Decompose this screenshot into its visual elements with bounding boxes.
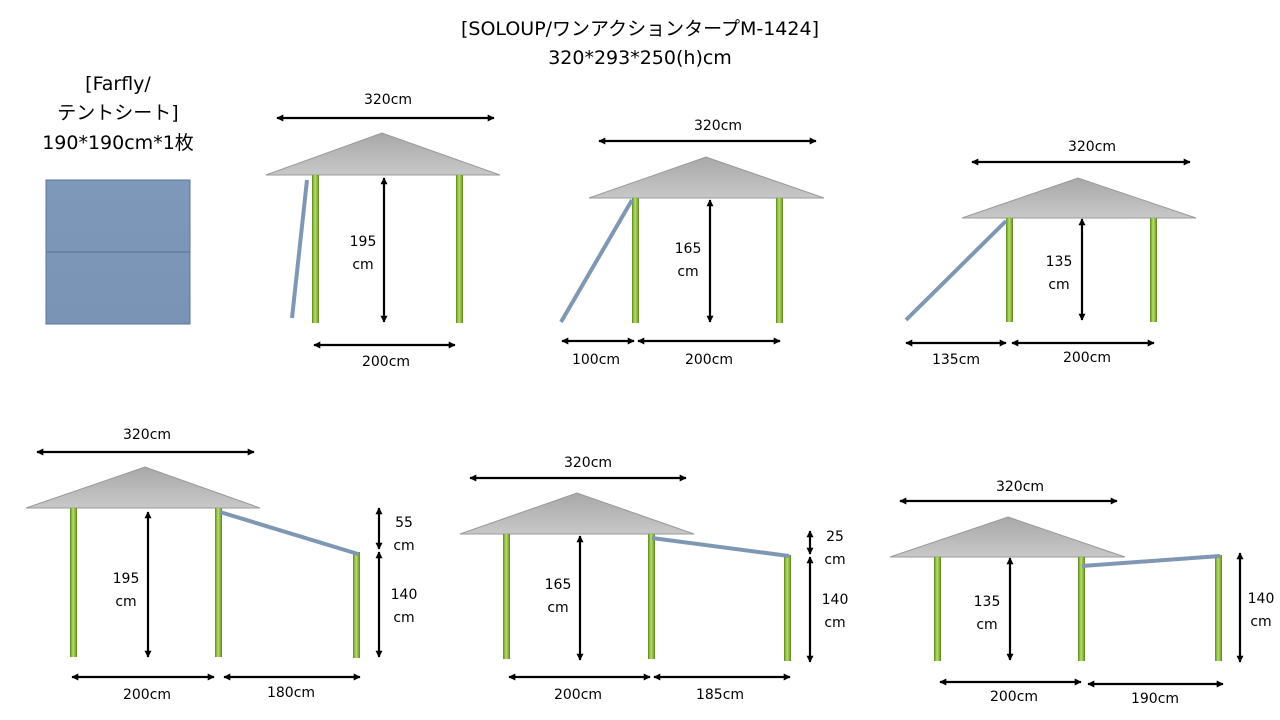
- base-label: 200cm: [1063, 350, 1111, 366]
- side-panel: [219, 510, 359, 556]
- pole: [776, 198, 783, 323]
- tarp-roof: [889, 516, 1126, 558]
- pole: [503, 534, 510, 659]
- ext-label: 185cm: [696, 687, 744, 703]
- height-label: 165: [675, 241, 702, 257]
- ext-label: 190cm: [1131, 691, 1179, 707]
- tarp-roof: [25, 466, 261, 509]
- width-label: 320cm: [564, 455, 612, 471]
- side-panel: [290, 179, 309, 319]
- side-panel: [559, 198, 634, 324]
- height-unit: cm: [115, 594, 136, 610]
- side-panel: [904, 219, 1008, 322]
- sheet-label-line1: [Farfly/: [85, 73, 151, 95]
- side-height-unit: cm: [824, 615, 845, 631]
- setup-4: 320cm 195 cm 55 cm 140 cm 200cm 180cm: [25, 427, 418, 703]
- sheet-label-line2: テントシート]: [57, 102, 178, 124]
- pole: [215, 508, 222, 657]
- pole: [456, 175, 463, 323]
- setup-1: 320cm 195 cm 200cm: [265, 92, 501, 370]
- header-title: [SOLOUP/ワンアクションタープM-1424]: [461, 18, 819, 40]
- header-size: 320*293*250(h)cm: [548, 47, 732, 69]
- tent-sheet: [45, 179, 191, 325]
- height-label: 165: [545, 577, 572, 593]
- side-height-label: 140: [1248, 591, 1275, 607]
- base-label: 200cm: [685, 352, 733, 368]
- tarp-roof: [588, 156, 825, 199]
- left-label: 100cm: [572, 352, 620, 368]
- height-unit: cm: [547, 600, 568, 616]
- height-label: 135: [974, 594, 1001, 610]
- drop-label: 25: [826, 529, 844, 545]
- base-label: 200cm: [554, 687, 602, 703]
- width-label: 320cm: [694, 118, 742, 134]
- width-label: 320cm: [996, 479, 1044, 495]
- pole: [934, 557, 941, 661]
- setup-3: 320cm 135 cm 135cm 200cm: [904, 139, 1197, 368]
- pole: [1006, 218, 1013, 322]
- setup-2: 320cm 165 cm 100cm 200cm: [559, 118, 825, 368]
- drop-label: 55: [395, 515, 413, 531]
- height-label: 195: [113, 571, 140, 587]
- side-panel: [1081, 554, 1221, 568]
- height-label: 195: [350, 234, 377, 250]
- side-height-unit: cm: [1250, 614, 1271, 630]
- pole: [1078, 557, 1085, 661]
- side-pole: [353, 552, 360, 658]
- tarp-roof: [961, 177, 1197, 219]
- height-label: 135: [1046, 254, 1073, 270]
- drop-unit: cm: [824, 552, 845, 568]
- height-unit: cm: [677, 264, 698, 280]
- height-unit: cm: [1048, 277, 1069, 293]
- pole: [312, 175, 319, 323]
- tarp-roof: [265, 132, 501, 176]
- width-label: 320cm: [364, 92, 412, 108]
- base-label: 200cm: [362, 354, 410, 370]
- width-label: 320cm: [1068, 139, 1116, 155]
- sheet-label-line3: 190*190cm*1枚: [42, 132, 194, 154]
- pole: [648, 534, 655, 659]
- pole: [1150, 218, 1157, 322]
- side-height-label: 140: [391, 587, 418, 603]
- height-unit: cm: [352, 257, 373, 273]
- setup-5: 320cm 165 cm 25 cm 140 cm 200cm 185cm: [459, 455, 849, 703]
- pole: [70, 508, 77, 657]
- drop-unit: cm: [393, 538, 414, 554]
- width-label: 320cm: [123, 427, 171, 443]
- side-pole: [784, 555, 791, 661]
- base-label: 200cm: [990, 689, 1038, 705]
- base-label: 200cm: [123, 687, 171, 703]
- setup-6: 320cm 135 cm 140 cm 200cm 190cm: [889, 479, 1275, 707]
- side-height-unit: cm: [393, 610, 414, 626]
- side-pole: [1215, 555, 1222, 661]
- left-label: 135cm: [932, 352, 980, 368]
- height-unit: cm: [976, 617, 997, 633]
- ext-label: 180cm: [267, 685, 315, 701]
- side-height-label: 140: [822, 592, 849, 608]
- side-panel: [651, 536, 790, 558]
- pole: [632, 198, 639, 323]
- tarp-roof: [459, 492, 695, 535]
